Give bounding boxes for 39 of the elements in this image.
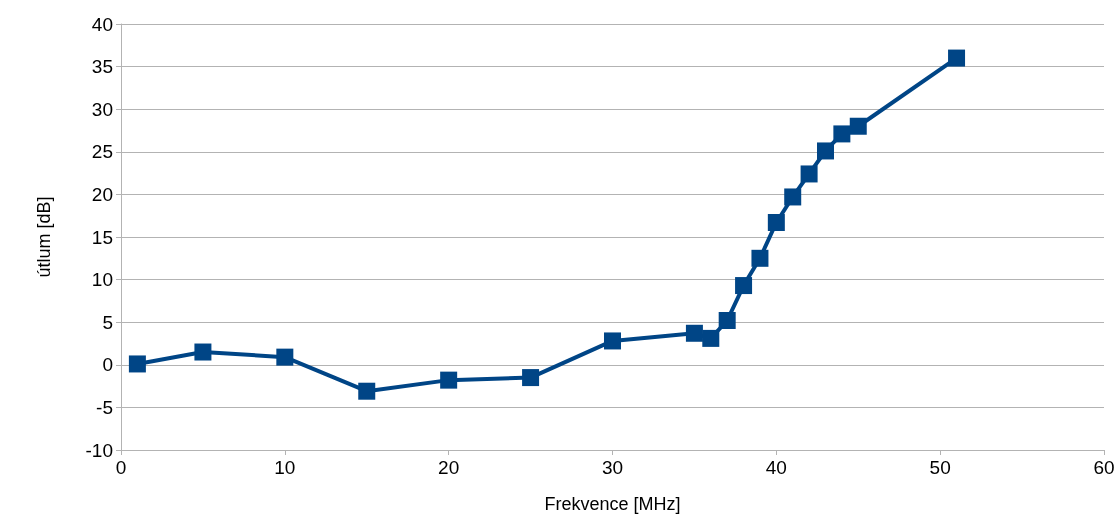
y-tick-label: 25: [91, 141, 113, 163]
x-axis-title: Frekvence [MHz]: [544, 494, 681, 514]
point: [276, 348, 294, 366]
x-tick-label: 10: [274, 457, 296, 478]
point: [948, 49, 966, 67]
y-tick-label: 5: [102, 311, 113, 333]
y-tick-label: 0: [102, 354, 113, 376]
point: [751, 249, 769, 267]
point: [735, 277, 753, 295]
y-tick-label: -5: [96, 396, 113, 418]
point: [128, 355, 146, 373]
x-tick-label: 20: [438, 457, 460, 478]
point: [522, 369, 540, 387]
y-tick-label: -10: [85, 439, 113, 461]
x-tick-label: 30: [601, 457, 624, 478]
point: [849, 117, 867, 135]
point: [833, 125, 851, 143]
y-tick-label: 30: [91, 98, 113, 120]
y-axis-title: útlum [dB]: [34, 196, 54, 278]
point: [358, 382, 376, 400]
point: [784, 188, 802, 206]
x-tick-label: 40: [765, 457, 787, 478]
x-tick-label: 60: [1093, 457, 1115, 478]
point: [718, 312, 736, 329]
y-tick-label: 15: [91, 226, 113, 248]
y-tick-label: 20: [91, 183, 113, 205]
point: [685, 324, 703, 342]
point: [767, 214, 785, 232]
x-tick-label: 0: [115, 457, 127, 478]
point: [800, 165, 818, 183]
point: [816, 142, 834, 160]
y-tick-label: 35: [91, 56, 113, 78]
x-tick-label: 50: [929, 457, 951, 478]
y-tick-label: 10: [91, 269, 113, 291]
point: [440, 371, 458, 389]
y-tick-label: 40: [91, 13, 113, 35]
point: [194, 343, 212, 361]
point: [604, 332, 621, 350]
point: [702, 329, 720, 347]
